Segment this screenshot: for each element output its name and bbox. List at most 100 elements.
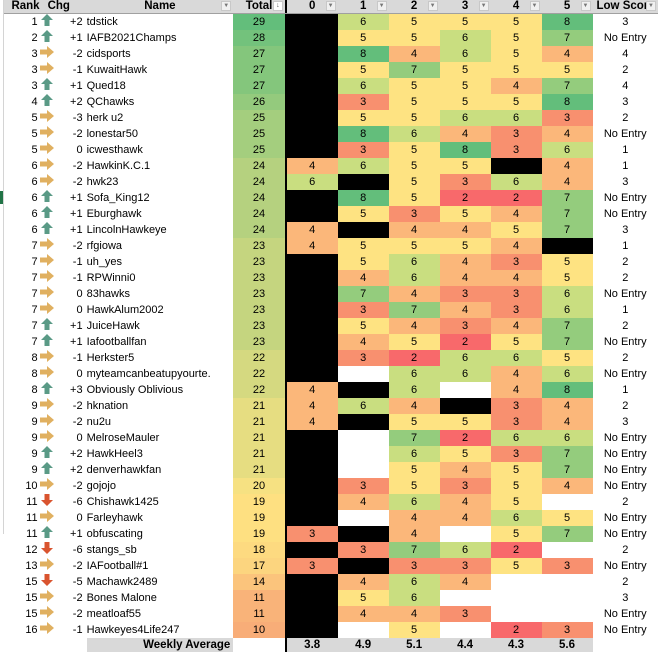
filter-dropdown-name[interactable]: ▼ [221, 1, 231, 11]
week-1-score-cell [338, 558, 389, 574]
change-cell: -2 [57, 558, 86, 574]
name-cell: Chishawk1425 [87, 494, 234, 510]
week-3-score-cell: 5 [440, 158, 491, 174]
change-cell: 0 [57, 510, 86, 526]
header-week-2[interactable]: 2▼ [389, 0, 440, 14]
total-cell: 23 [233, 318, 285, 334]
weekly-average-week-1: 4.9 [338, 638, 389, 652]
rank-cell: 2 [4, 30, 40, 46]
arrow-up-icon [40, 526, 58, 542]
name-cell: Qued18 [87, 78, 234, 94]
header-week-4[interactable]: 4▼ [491, 0, 542, 14]
filter-dropdown-week-1[interactable]: ▼ [377, 1, 387, 11]
week-3-score-cell: 6 [440, 350, 491, 366]
week-3-score-cell: 4 [440, 222, 491, 238]
arrow-up-icon [40, 318, 58, 334]
week-5-score-cell: 6 [542, 430, 593, 446]
week-5-score-cell: 7 [542, 222, 593, 238]
week-4-score-cell: 2 [491, 542, 542, 558]
week-5-score-cell: 3 [542, 110, 593, 126]
week-4-score-cell: 6 [491, 510, 542, 526]
week-2-score-cell: 5 [389, 414, 440, 430]
name-cell: cidsports [87, 46, 234, 62]
total-cell: 27 [233, 46, 285, 62]
week-3-score-cell: 3 [440, 318, 491, 334]
week-4-score-cell: 6 [491, 174, 542, 190]
low-score-cell: No Entry [593, 334, 658, 350]
week-1-score-cell [338, 526, 389, 542]
name-cell: Hawkeyes4Life247 [87, 622, 234, 638]
week-4-score-cell: 5 [491, 558, 542, 574]
header-week-5[interactable]: 5▼ [542, 0, 593, 14]
rank-cell: 3 [4, 62, 40, 78]
name-cell: myteamcanbeatupyourte. [87, 366, 234, 382]
week-5-score-cell: 6 [542, 366, 593, 382]
change-cell: +1 [57, 30, 86, 46]
week-3-score-cell: 5 [440, 446, 491, 462]
arrow-right-icon [40, 46, 58, 62]
rank-cell: 9 [4, 462, 40, 478]
arrow-right-icon [40, 366, 58, 382]
week-3-score-cell: 4 [440, 302, 491, 318]
filter-dropdown-week-3[interactable]: ▼ [479, 1, 489, 11]
arrow-up-icon [40, 94, 58, 110]
header-week-1[interactable]: 1▼ [338, 0, 389, 14]
header-name[interactable]: Name▼ [87, 0, 234, 14]
week-5-score-cell: 4 [542, 158, 593, 174]
week-1-score-cell [338, 446, 389, 462]
week-5-score-cell: 4 [542, 46, 593, 62]
header-week-0[interactable]: 0▼ [287, 0, 338, 14]
header-total[interactable]: Total↓ [233, 0, 285, 14]
week-2-score-cell: 5 [389, 142, 440, 158]
week-2-score-cell: 5 [389, 78, 440, 94]
low-score-cell: No Entry [593, 558, 658, 574]
header-rank[interactable]: Rank [4, 0, 40, 14]
total-cell: 24 [233, 222, 285, 238]
week-1-score-cell: 6 [338, 14, 389, 31]
week-3-score-cell [440, 590, 491, 606]
week-4-score-cell: 3 [491, 446, 542, 462]
header-week-3[interactable]: 3▼ [440, 0, 491, 14]
week-0-score-cell [287, 494, 338, 510]
change-cell: +1 [57, 334, 86, 350]
low-score-cell: 4 [593, 78, 658, 94]
arrow-right-icon [40, 158, 58, 174]
week-3-score-cell: 5 [440, 414, 491, 430]
week-1-score-cell: 5 [338, 62, 389, 78]
week-3-score-cell: 3 [440, 286, 491, 302]
sort-descending-icon[interactable]: ↓ [273, 1, 283, 11]
week-3-score-cell: 6 [440, 30, 491, 46]
filter-dropdown-week-5[interactable]: ▼ [581, 1, 591, 11]
week-2-score-cell: 4 [389, 318, 440, 334]
filter-dropdown-week-2[interactable]: ▼ [428, 1, 438, 11]
week-0-score-cell: 4 [287, 414, 338, 430]
filter-dropdown-low-score[interactable]: ▼ [646, 1, 656, 11]
name-cell: denverhawkfan [87, 462, 234, 478]
week-4-score-cell: 6 [491, 110, 542, 126]
week-4-score-cell: 3 [491, 142, 542, 158]
week-0-score-cell [287, 462, 338, 478]
rank-cell: 7 [4, 334, 40, 350]
low-score-cell: No Entry [593, 286, 658, 302]
week-3-score-cell: 3 [440, 478, 491, 494]
header-chg[interactable]: Chg [40, 0, 87, 14]
name-cell: hknation [87, 398, 234, 414]
total-cell: 26 [233, 94, 285, 110]
filter-dropdown-week-0[interactable]: ▼ [326, 1, 336, 11]
week-0-score-cell [287, 254, 338, 270]
rank-cell: 8 [4, 382, 40, 398]
week-5-score-cell: 7 [542, 30, 593, 46]
change-cell: 0 [57, 302, 86, 318]
week-2-score-cell: 6 [389, 270, 440, 286]
week-2-score-cell: 5 [389, 478, 440, 494]
arrow-up-icon [40, 206, 58, 222]
change-cell: +2 [57, 14, 86, 31]
filter-dropdown-week-4[interactable]: ▼ [530, 1, 540, 11]
header-low-score[interactable]: Low Scor▼ [593, 0, 658, 14]
total-cell: 10 [233, 622, 285, 638]
